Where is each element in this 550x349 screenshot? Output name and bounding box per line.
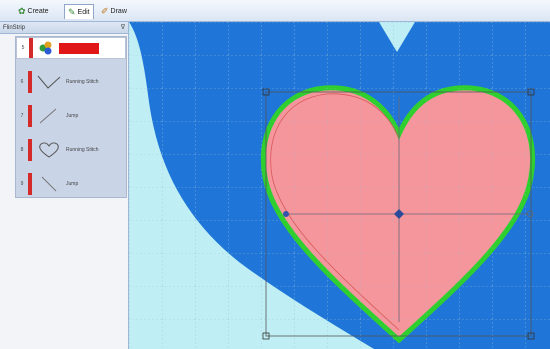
panel-title: FlinStrip — [3, 24, 26, 31]
row-number: 8 — [20, 147, 24, 153]
create-icon: ✿ — [18, 6, 26, 16]
pin-icon[interactable]: ᐁ — [120, 25, 125, 31]
color-bar — [28, 105, 32, 127]
row-number: 5 — [21, 45, 25, 51]
center-handle[interactable] — [394, 209, 404, 219]
top-toolbar: ✿ Create ✎ Edit ✐ Draw — [0, 0, 550, 22]
stitch-list: 5 6 Running Stitch 7 Jump — [15, 36, 127, 198]
color-wheel-icon — [39, 41, 52, 55]
tab-draw[interactable]: ✐ Draw — [97, 4, 131, 19]
row-label: Jump — [66, 181, 79, 187]
list-item[interactable]: 6 Running Stitch — [16, 71, 126, 93]
color-swatch — [59, 42, 99, 54]
resize-handle-top-right[interactable] — [527, 88, 535, 96]
row-number: 6 — [20, 79, 24, 85]
row-number: 9 — [20, 181, 24, 187]
row-label: Jump — [66, 113, 79, 119]
list-item[interactable]: 5 — [16, 37, 126, 59]
side-handle-right[interactable] — [526, 210, 534, 218]
row-number: 7 — [20, 113, 24, 119]
panel-header: FlinStrip ᐁ — [0, 22, 128, 34]
list-item[interactable]: 7 Jump — [16, 105, 126, 127]
color-bar — [28, 139, 32, 161]
selection-box[interactable] — [265, 91, 532, 337]
row-label: Running Stitch — [66, 79, 99, 85]
edit-icon: ✎ — [68, 6, 76, 17]
list-item[interactable]: 9 Jump — [16, 173, 126, 195]
tab-draw-label: Draw — [110, 8, 127, 15]
jump-icon — [41, 176, 57, 192]
running-stitch-icon — [37, 75, 61, 89]
tab-create[interactable]: ✿ Create — [14, 4, 53, 19]
rotation-handle[interactable] — [283, 211, 289, 217]
tab-edit[interactable]: ✎ Edit — [64, 4, 94, 19]
tab-edit-label: Edit — [77, 8, 90, 16]
color-bar — [28, 71, 32, 93]
color-bar — [29, 38, 33, 58]
draw-icon: ✐ — [101, 6, 109, 16]
resize-handle-top-left[interactable] — [262, 88, 270, 96]
resize-handle-bottom-right[interactable] — [527, 332, 535, 340]
filmstrip-panel: FlinStrip ᐁ 5 6 Running Stitch 7 — [0, 22, 129, 349]
heart-outline-icon — [39, 142, 59, 158]
design-canvas[interactable] — [129, 22, 550, 349]
row-label: Running Stitch — [66, 147, 99, 153]
list-item[interactable]: 8 Running Stitch — [16, 139, 126, 161]
color-bar — [28, 173, 32, 195]
jump-icon — [39, 108, 57, 124]
tab-create-label: Create — [27, 8, 49, 15]
canvas-artwork — [129, 22, 550, 349]
resize-handle-bottom-left[interactable] — [262, 332, 270, 340]
